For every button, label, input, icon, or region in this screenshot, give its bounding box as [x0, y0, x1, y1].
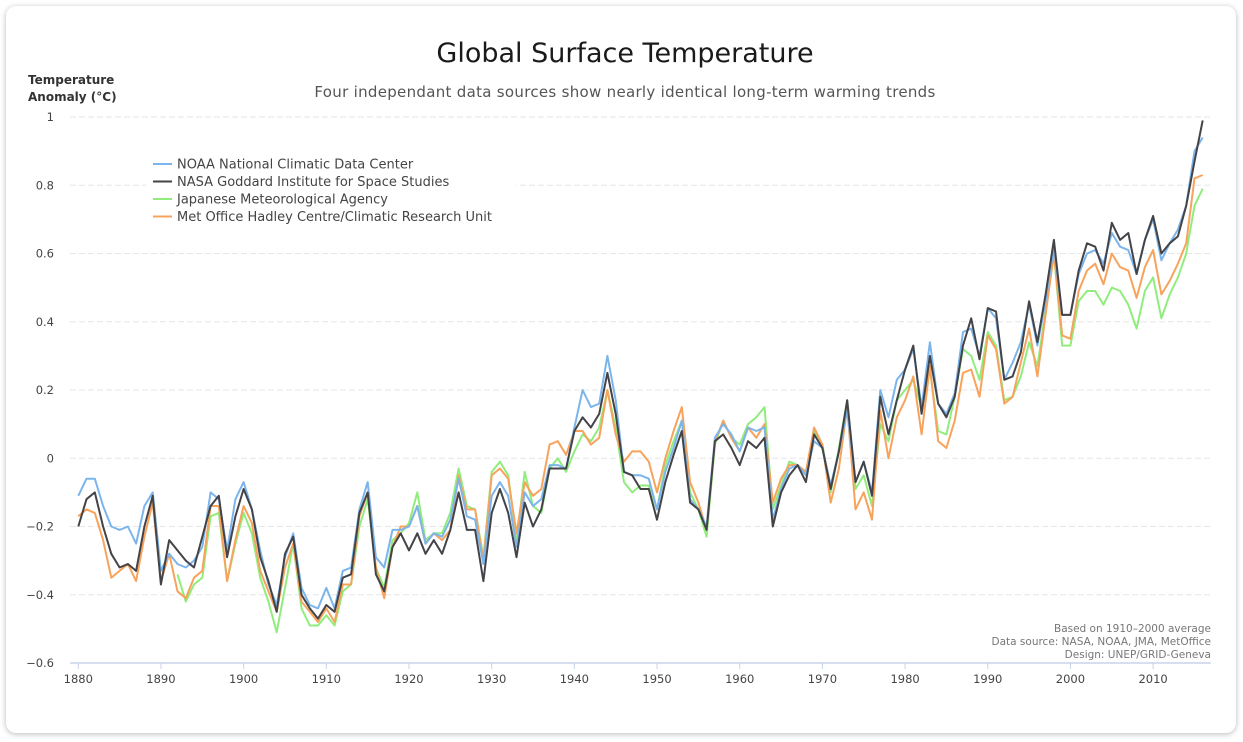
x-tick-label: 1910 [312, 672, 341, 686]
series-line-met-office-hadley-centre-climatic-research-unit [77, 174, 1204, 623]
x-tick-label: 1920 [394, 672, 423, 686]
legend-item-label[interactable]: Met Office Hadley Centre/Climatic Resear… [177, 210, 492, 225]
chart-subtitle: Four independant data sources show nearl… [314, 83, 935, 101]
y-tick-label: −0.6 [26, 656, 54, 670]
x-tick-label: 1890 [146, 672, 175, 686]
y-tick-label: 0.4 [36, 315, 54, 329]
y-axis-ticks: −0.6 −0.4 −0.2 0 0.2 0.4 0.6 0.8 1 [26, 110, 54, 670]
legend-item-label[interactable]: NASA Goddard Institute for Space Studies [177, 175, 449, 190]
y-tick-label: 0.8 [36, 178, 54, 192]
series-line-nasa-goddard-institute-for-space-studies [77, 120, 1204, 620]
annotation-data-source: Data source: NASA, NOAA, JMA, MetOffice [992, 636, 1211, 648]
x-tick-label: 1900 [229, 672, 258, 686]
x-tick-label: 2000 [1056, 672, 1085, 686]
x-tick-label: 1990 [973, 672, 1002, 686]
annotation-design: Design: UNEP/GRID-Geneva [1065, 649, 1211, 661]
x-tick-label: 1980 [890, 672, 919, 686]
x-tick-label: 1880 [64, 672, 93, 686]
x-tick-label: 1930 [477, 672, 506, 686]
y-tick-label: 1 [47, 110, 54, 124]
y-tick-label: −0.2 [26, 520, 54, 534]
legend-item-label[interactable]: NOAA National Climatic Data Center [177, 158, 414, 173]
chart-card [6, 6, 1236, 733]
y-tick-label: 0.2 [36, 383, 54, 397]
y-tick-label: 0 [47, 451, 54, 465]
legend-background [146, 152, 516, 230]
y-tick-label: −0.4 [26, 588, 54, 602]
series-lines [77, 120, 1204, 634]
y-axis-label-line2: Anomaly (°C) [28, 90, 117, 104]
x-tick-label: 1950 [642, 672, 671, 686]
annotation-baseline: Based on 1910–2000 average [1054, 623, 1211, 635]
x-tick-label: 1940 [560, 672, 589, 686]
legend: NOAA National Climatic Data Center NASA G… [146, 152, 516, 230]
series-line-japanese-meteorological-agency [176, 188, 1204, 634]
chart-title: Global Surface Temperature [436, 38, 813, 69]
x-tick-label: 1970 [808, 672, 837, 686]
y-axis-label-line1: Temperature [28, 73, 114, 87]
x-tick-label: 1960 [725, 672, 754, 686]
x-axis-ticks: 1880 1890 1900 1910 1920 1930 1940 1950 1960 1970… [64, 663, 1168, 686]
legend-item-label[interactable]: Japanese Meteorological Agency [176, 193, 388, 208]
y-tick-label: 0.6 [36, 247, 54, 261]
x-tick-label: 2010 [1138, 672, 1167, 686]
